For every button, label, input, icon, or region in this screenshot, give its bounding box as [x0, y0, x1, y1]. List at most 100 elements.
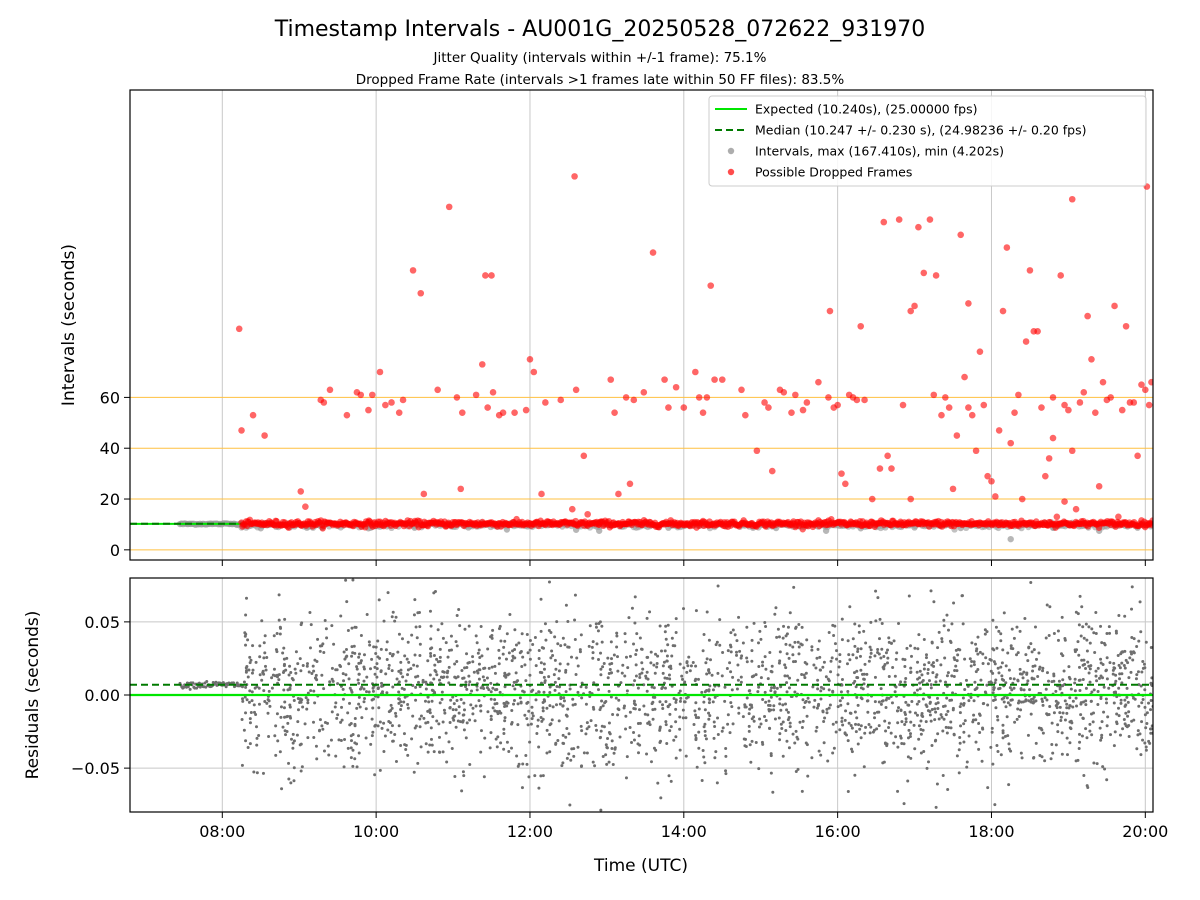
residual-point — [1009, 644, 1013, 648]
residual-point — [946, 628, 950, 632]
residual-point — [811, 685, 815, 689]
residual-point — [277, 678, 281, 682]
residual-point — [788, 676, 792, 680]
residual-point — [287, 673, 291, 677]
residual-point — [925, 704, 929, 708]
residual-point — [1124, 711, 1128, 715]
residual-point — [610, 746, 614, 750]
residual-point — [553, 658, 557, 662]
residual-point — [874, 589, 878, 593]
residual-point — [921, 678, 925, 682]
residual-point — [248, 717, 252, 721]
residual-point — [785, 681, 789, 685]
residual-point — [1149, 698, 1153, 702]
residual-point — [518, 696, 522, 700]
residual-point — [487, 688, 491, 692]
dropped-frame-point — [876, 465, 884, 472]
residual-point — [309, 689, 313, 693]
residual-point — [1143, 688, 1147, 692]
residual-point — [833, 624, 837, 628]
residual-point — [248, 689, 252, 693]
residual-point — [554, 742, 558, 746]
residual-point — [1114, 679, 1118, 683]
residual-point — [728, 643, 732, 647]
residual-point — [595, 642, 599, 646]
residual-point — [344, 673, 348, 677]
residual-point — [335, 716, 339, 720]
residual-point — [263, 699, 267, 703]
residual-point — [235, 681, 239, 685]
residual-point — [902, 802, 906, 806]
residual-point — [1028, 688, 1032, 692]
residual-point — [412, 663, 416, 667]
residual-point — [1077, 747, 1081, 751]
dropped-frame-point — [434, 386, 441, 394]
residual-point — [942, 618, 946, 622]
residual-point — [186, 685, 190, 689]
residual-point — [1026, 679, 1030, 683]
residual-point — [594, 723, 598, 727]
residual-point — [514, 643, 518, 647]
residual-point — [353, 717, 357, 721]
residual-point — [462, 774, 466, 778]
residual-point — [351, 732, 355, 736]
residual-point — [920, 673, 924, 677]
residual-point — [350, 654, 354, 658]
residual-point — [541, 717, 545, 721]
residual-point — [661, 664, 665, 668]
residual-point — [649, 760, 653, 764]
residual-point — [1090, 627, 1094, 631]
residual-point — [386, 728, 390, 732]
residual-point — [415, 664, 419, 668]
dropped-frame-point — [395, 409, 403, 416]
residual-point — [903, 723, 907, 727]
dropped-frame-point — [838, 470, 845, 477]
residual-point — [402, 732, 406, 736]
residual-point — [977, 712, 981, 716]
dropped-frame-point — [711, 376, 718, 383]
residual-point — [1052, 632, 1056, 636]
residual-point — [491, 628, 495, 632]
residual-point — [440, 690, 444, 694]
residual-point — [904, 720, 908, 724]
residual-point — [354, 625, 358, 629]
residual-point — [749, 760, 753, 764]
residual-point — [493, 698, 497, 702]
residual-point — [1050, 680, 1054, 684]
residual-point — [307, 670, 311, 674]
residual-point — [288, 686, 292, 690]
residual-point — [324, 627, 328, 631]
residual-point — [652, 686, 656, 690]
residual-point — [932, 600, 936, 604]
dropped-frame-point — [707, 282, 715, 289]
residual-point — [989, 658, 993, 662]
residual-point — [853, 710, 857, 714]
residual-point — [928, 713, 932, 717]
residual-point — [397, 697, 401, 701]
residual-point — [573, 593, 577, 597]
residual-point — [721, 726, 725, 730]
residual-point — [952, 601, 956, 605]
residual-point — [250, 690, 254, 694]
residual-point — [664, 624, 668, 628]
residual-point — [638, 708, 642, 712]
residual-point — [1082, 658, 1086, 662]
residual-point — [659, 796, 663, 800]
residual-point — [289, 716, 293, 720]
residual-point — [258, 644, 262, 648]
residual-point — [517, 641, 521, 645]
residual-point — [387, 663, 391, 667]
residual-point — [702, 725, 706, 729]
residual-point — [785, 632, 789, 636]
residual-point — [1019, 700, 1023, 704]
residual-point — [892, 639, 896, 643]
residual-point — [330, 710, 334, 714]
dropped-frame-point — [376, 368, 384, 376]
residual-point — [1074, 759, 1078, 763]
residual-point — [549, 631, 553, 635]
residual-point — [1094, 674, 1098, 678]
residual-point — [831, 690, 835, 694]
residual-point — [638, 672, 642, 676]
residual-point — [1122, 664, 1126, 668]
residual-point — [908, 644, 912, 648]
